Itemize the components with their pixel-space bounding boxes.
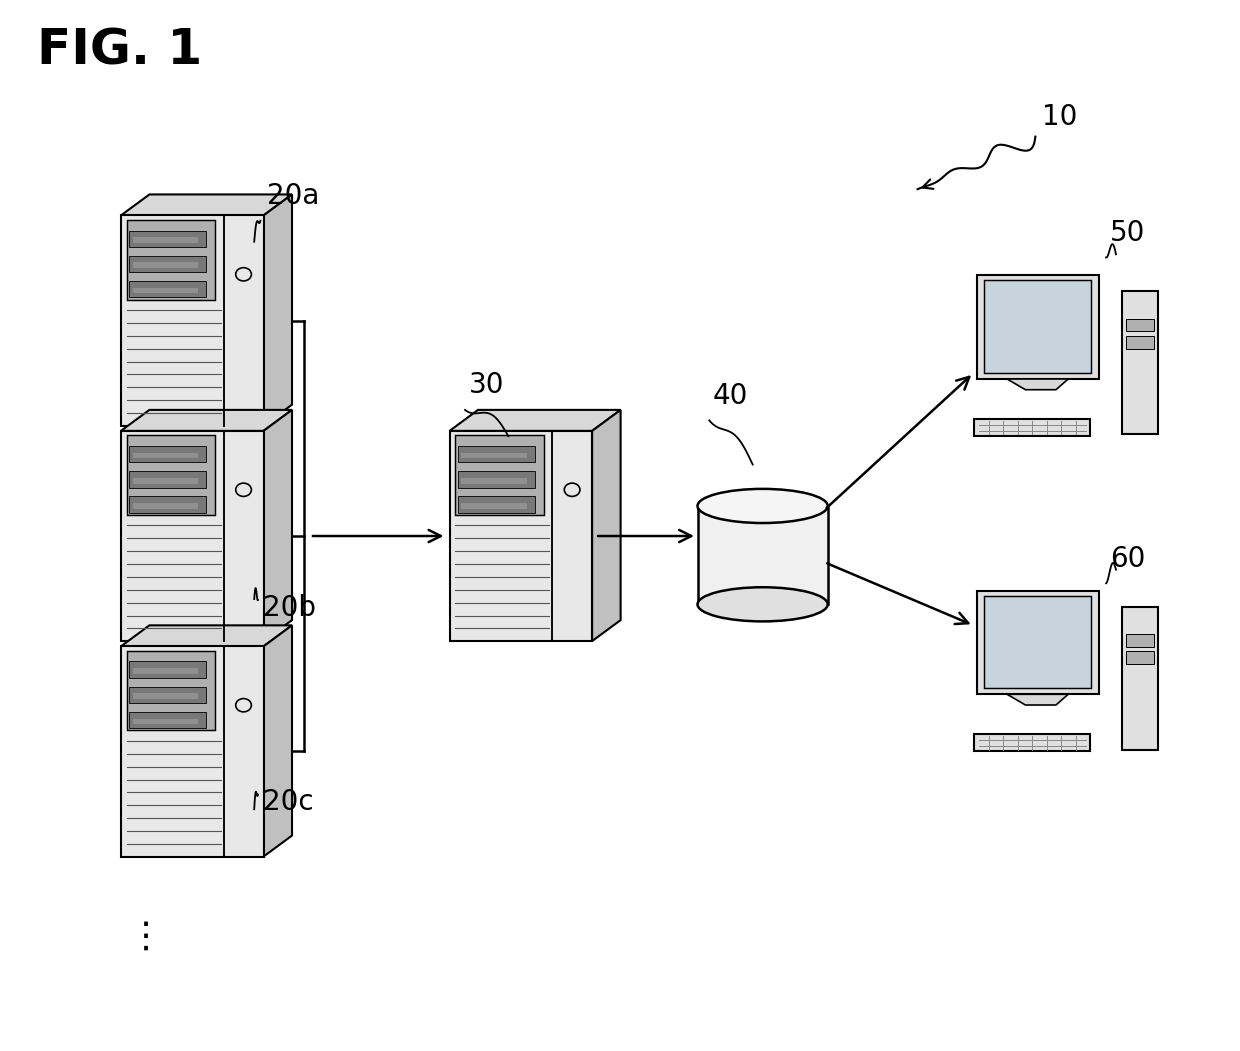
Bar: [461, 478, 527, 483]
Ellipse shape: [697, 489, 828, 523]
Bar: [129, 255, 207, 272]
Text: 40: 40: [713, 382, 749, 410]
Bar: [133, 478, 198, 483]
Bar: [975, 735, 1090, 751]
Bar: [129, 471, 207, 488]
Bar: [126, 435, 215, 515]
Bar: [133, 694, 198, 699]
Bar: [1122, 606, 1158, 749]
Text: 20a: 20a: [267, 182, 319, 210]
Bar: [122, 431, 263, 641]
Bar: [458, 496, 534, 513]
Bar: [133, 288, 198, 293]
Bar: [1126, 335, 1153, 349]
Polygon shape: [449, 410, 620, 431]
Bar: [1126, 651, 1153, 664]
Bar: [458, 446, 534, 462]
Bar: [129, 661, 207, 678]
Text: 20c: 20c: [263, 788, 314, 817]
Bar: [455, 435, 543, 515]
Bar: [1122, 291, 1158, 434]
Polygon shape: [263, 625, 293, 857]
Bar: [1126, 634, 1153, 646]
Bar: [126, 220, 215, 300]
Bar: [975, 419, 1090, 436]
Bar: [129, 496, 207, 513]
Bar: [122, 215, 263, 426]
Bar: [977, 591, 1099, 695]
Text: 30: 30: [469, 371, 505, 399]
Bar: [129, 712, 207, 728]
Bar: [983, 281, 1091, 373]
Bar: [133, 719, 198, 724]
Ellipse shape: [697, 588, 828, 621]
Bar: [133, 453, 198, 458]
Bar: [126, 651, 215, 730]
Bar: [129, 686, 207, 703]
Text: 60: 60: [1110, 544, 1146, 573]
Polygon shape: [593, 410, 620, 641]
Polygon shape: [263, 410, 293, 641]
Bar: [122, 646, 263, 857]
Text: ⋮: ⋮: [128, 920, 165, 953]
Polygon shape: [263, 194, 293, 426]
Bar: [133, 503, 198, 509]
Bar: [461, 503, 527, 509]
Bar: [133, 263, 198, 268]
Bar: [129, 230, 207, 247]
Polygon shape: [122, 625, 293, 646]
Text: FIG. 1: FIG. 1: [37, 26, 202, 75]
Polygon shape: [1007, 379, 1068, 390]
Bar: [129, 281, 207, 297]
Polygon shape: [122, 194, 293, 215]
Bar: [461, 453, 527, 458]
Bar: [983, 596, 1091, 688]
Bar: [129, 446, 207, 462]
Bar: [458, 471, 534, 488]
Polygon shape: [1007, 695, 1068, 705]
Bar: [977, 275, 1099, 379]
Bar: [697, 506, 828, 604]
Bar: [449, 431, 593, 641]
Polygon shape: [122, 410, 293, 431]
Bar: [133, 238, 198, 243]
Text: 10: 10: [1042, 103, 1078, 131]
Text: 20b: 20b: [263, 594, 316, 622]
Text: 50: 50: [1110, 219, 1146, 247]
Bar: [133, 668, 198, 674]
Bar: [1126, 318, 1153, 331]
